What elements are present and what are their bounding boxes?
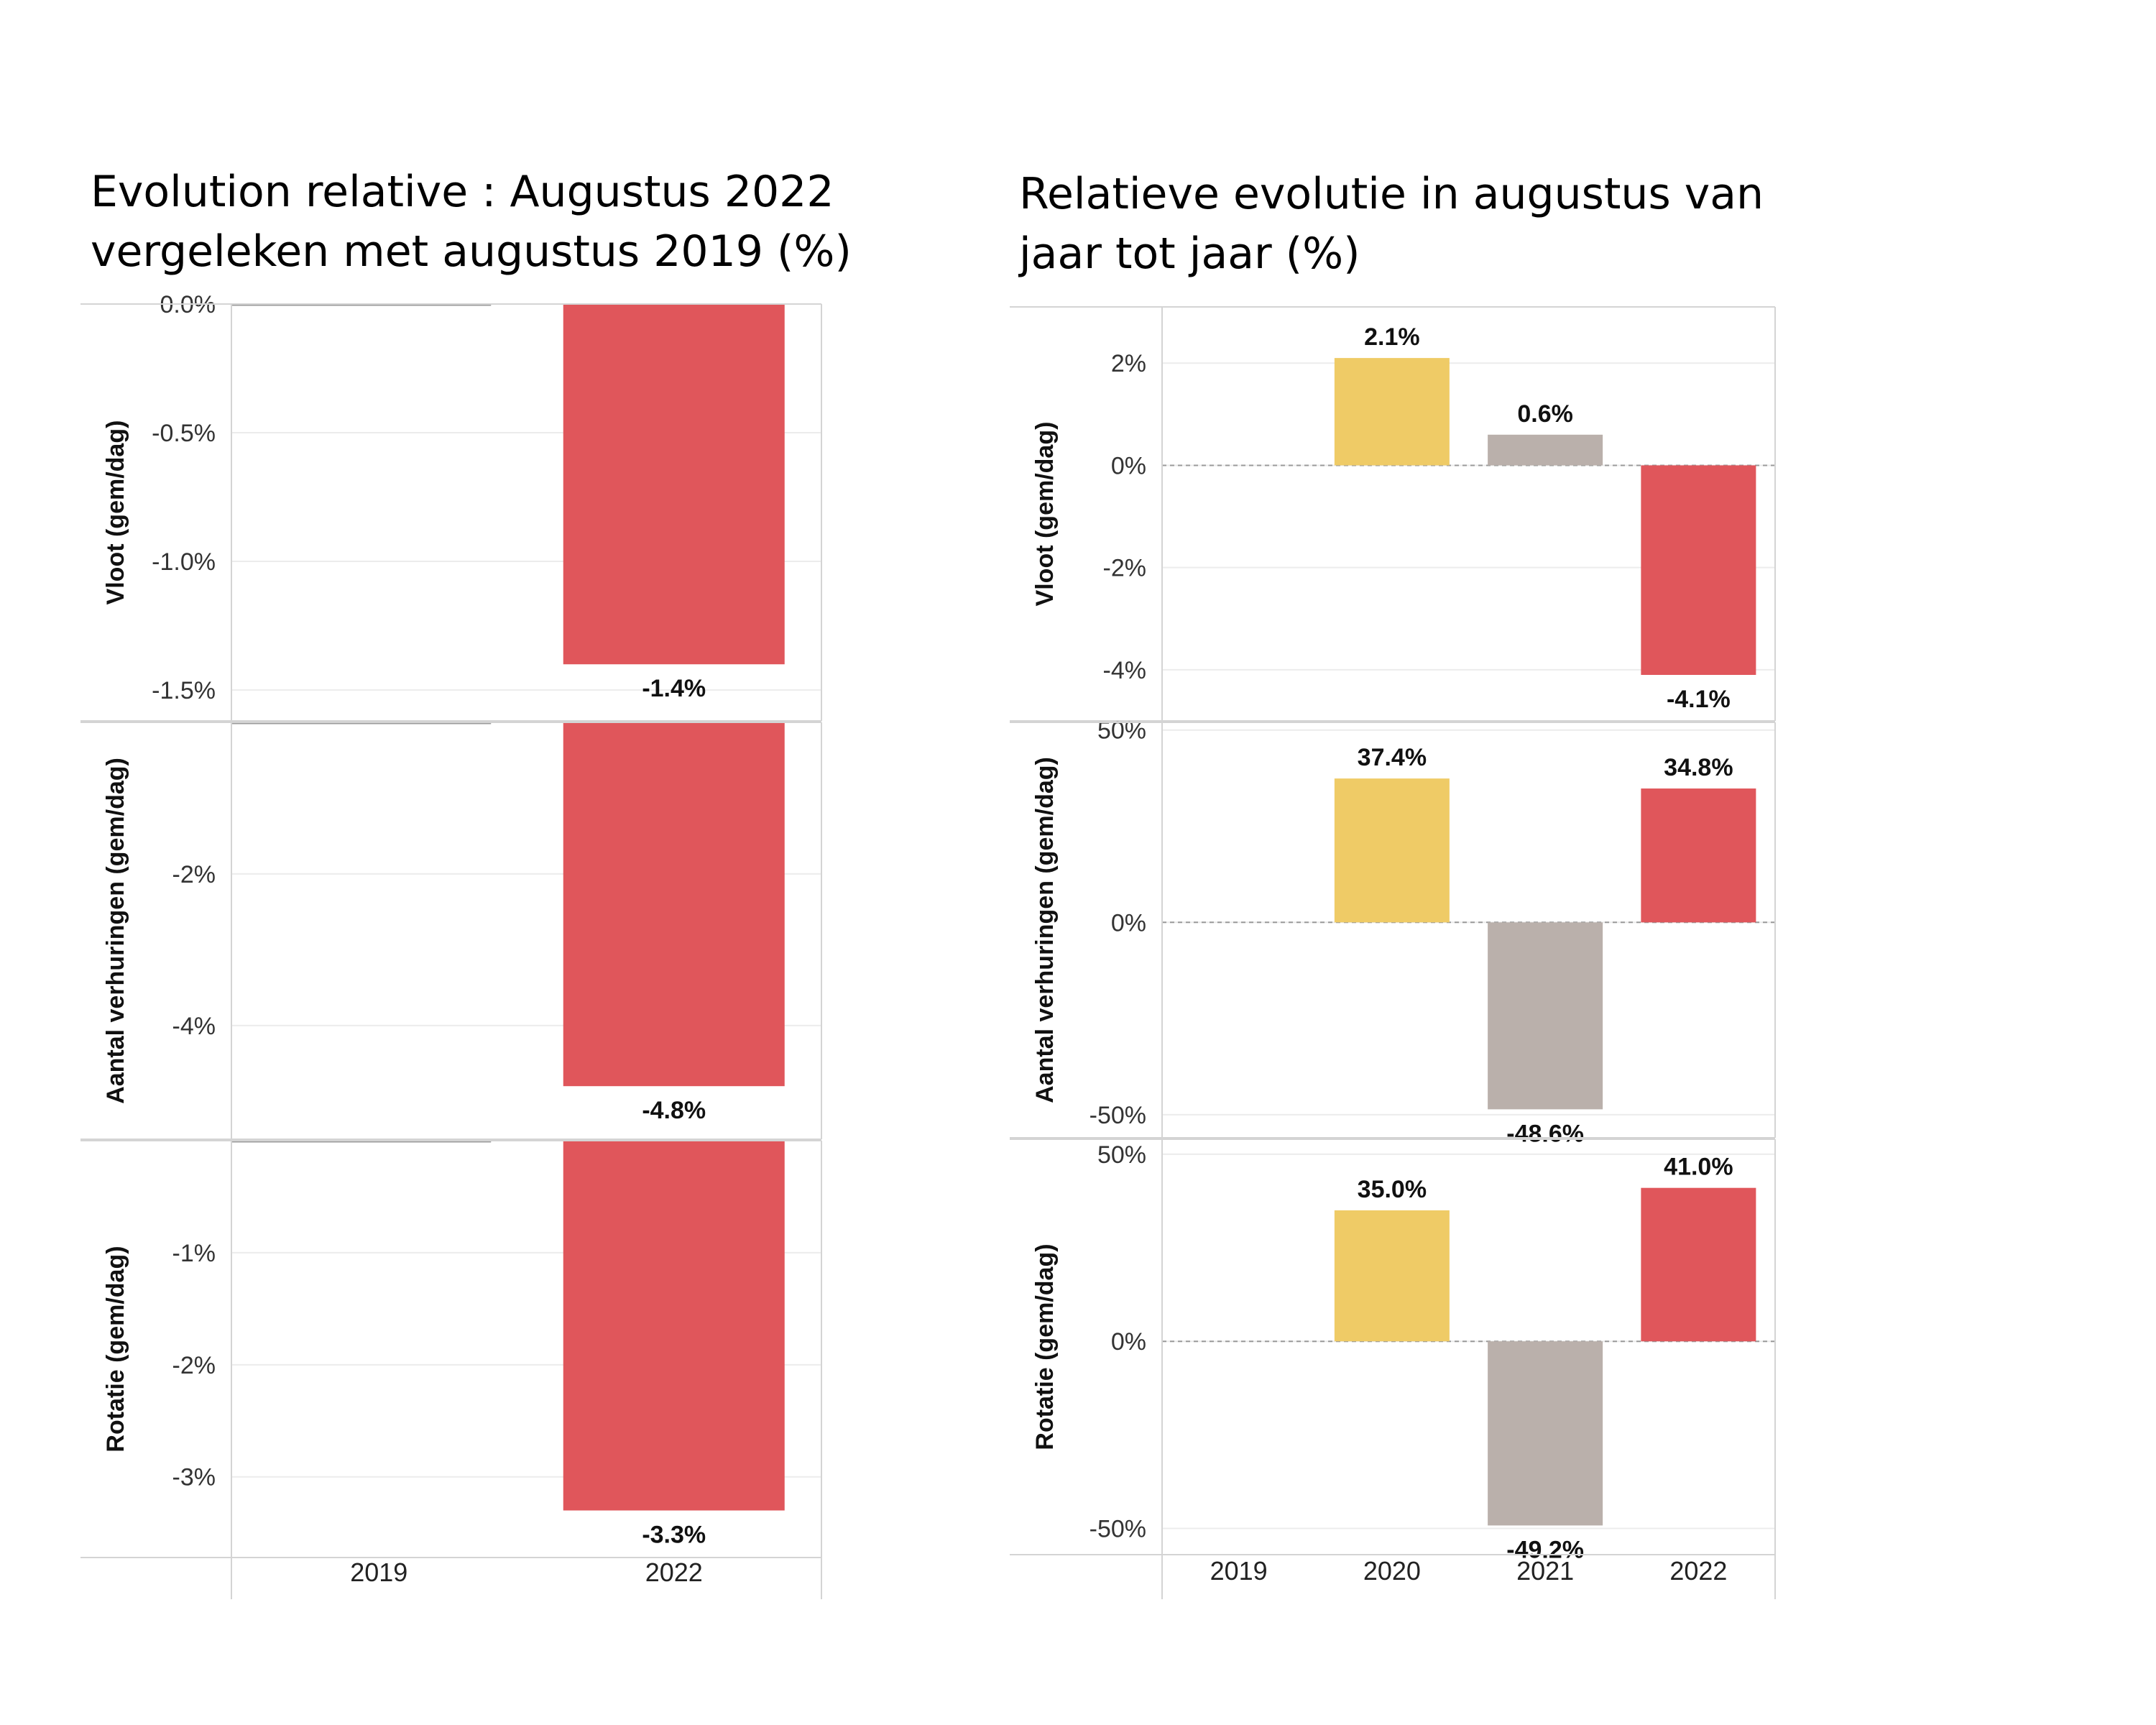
right-panel-3: 50% 0% -50% 35.0% -49.2% 41.0% Rotatie (gem/da… xyxy=(1010,1138,1776,1563)
left-panel-3: -1% -2% -3% -3.3% Rotatie (gem/dag) xyxy=(80,1140,822,1558)
right-panel-1-bar-2022 xyxy=(1641,465,1756,675)
right-panel-1-data-label-2022: -4.1% xyxy=(1667,686,1731,713)
right-panel-1-tick-label: 2% xyxy=(1111,350,1146,377)
left-panel-1-bar-2022 xyxy=(563,304,785,665)
left-bar-chart: 0.0%-0.5%-1.0%-1.5% -1.4%Vloot (gem/dag)-… xyxy=(80,291,822,1599)
right-panel-1-data-label-2021: 0.6% xyxy=(1517,400,1573,428)
left-panel-1-tick-label: -1.5% xyxy=(152,677,216,704)
right-panel-1-tick-label: -4% xyxy=(1103,657,1146,684)
left-panel-2-tick-label: -2% xyxy=(172,861,216,888)
right-category-label-2021: 2021 xyxy=(1516,1556,1574,1586)
right-panel-2-bar-2021 xyxy=(1488,922,1603,1110)
right-panel-2-tick-label: -50% xyxy=(1089,1102,1146,1129)
left-panel-3-ylabel: Rotatie (gem/dag) xyxy=(102,1246,129,1452)
left-chart-title-line-1: Evolution relative : Augustus 2022 xyxy=(91,167,834,217)
left-panel-1-data-label-2022: -1.4% xyxy=(642,675,706,702)
right-panel-3-ylabel: Rotatie (gem/dag) xyxy=(1031,1243,1059,1450)
right-panel-2-ylabel: Aantal verhuringen (gem/dag) xyxy=(1031,757,1059,1103)
right-panel-3-data-label-2021: -49.2% xyxy=(1506,1536,1584,1563)
left-panel-1-ylabel: Vloot (gem/dag) xyxy=(102,420,129,605)
right-panel-1-data-label-2020: 2.1% xyxy=(1364,323,1420,351)
right-panel-2-tick-label: 0% xyxy=(1111,909,1146,937)
right-panel-3-bar-2020 xyxy=(1334,1210,1450,1342)
right-bar-chart: 2% 0% -2% -4% 2.1% 0.6% -4.1% Vloot (gem/dag) 50… xyxy=(1010,306,1776,1599)
left-chart-title-line-2: vergeleken met augustus 2019 (%) xyxy=(91,226,852,277)
left-panel-2: -2% -4% -4.8% Aantal verhuringen (gem/dag) xyxy=(80,722,822,1140)
right-panel-2-data-label-2020: 37.4% xyxy=(1358,744,1427,771)
right-category-axis: 2019 2020 2021 2022 xyxy=(1161,1555,1776,1599)
right-panel-3-bar-2021 xyxy=(1488,1341,1603,1526)
left-panel-1: 0.0%-0.5%-1.0%-1.5% -1.4%Vloot (gem/dag) xyxy=(80,291,822,722)
left-panel-3-tick-label: -1% xyxy=(172,1240,216,1267)
right-panel-3-data-label-2022: 41.0% xyxy=(1664,1154,1733,1181)
left-category-label-2019: 2019 xyxy=(350,1558,407,1587)
left-panel-2-data-label-2022: -4.8% xyxy=(642,1097,706,1124)
right-chart-title-line-2: jaar tot jaar (%) xyxy=(1018,229,1360,279)
right-panel-1-ylabel: Vloot (gem/dag) xyxy=(1031,422,1059,607)
left-panel-2-ylabel: Aantal verhuringen (gem/dag) xyxy=(102,758,129,1104)
left-panel-1-tick-label: -0.5% xyxy=(152,420,216,447)
right-panel-1-bar-2020 xyxy=(1334,358,1450,466)
right-panel-3-tick-label: 0% xyxy=(1111,1328,1146,1356)
right-panel-2: 50% 0% -50% 37.4% -48.6% 34.8% Aantal verhurin… xyxy=(1010,717,1776,1147)
left-panel-2-bar-2022 xyxy=(563,722,785,1087)
right-panel-2-tick-label: 50% xyxy=(1097,717,1146,745)
right-panel-3-bar-2022 xyxy=(1641,1187,1756,1342)
right-panel-2-data-label-2022: 34.8% xyxy=(1664,754,1733,781)
right-chart-title-line-1: Relatieve evolutie in augustus van xyxy=(1019,169,1764,219)
right-panel-2-data-label-2021: -48.6% xyxy=(1506,1120,1584,1147)
right-category-label-2019: 2019 xyxy=(1210,1556,1268,1586)
right-panel-2-bar-2022 xyxy=(1641,788,1756,923)
left-panel-3-tick-label: -3% xyxy=(172,1464,216,1491)
left-panel-3-bar-2022 xyxy=(563,1141,785,1511)
left-category-label-2022: 2022 xyxy=(645,1558,703,1587)
right-category-label-2022: 2022 xyxy=(1669,1556,1727,1586)
right-panel-1-tick-label: 0% xyxy=(1111,452,1146,479)
right-panel-1: 2% 0% -2% -4% 2.1% 0.6% -4.1% Vloot (gem/dag) xyxy=(1010,306,1776,722)
left-panel-3-data-label-2022: -3.3% xyxy=(642,1522,706,1549)
left-panel-2-tick-label: -4% xyxy=(172,1013,216,1040)
right-panel-3-tick-label: 50% xyxy=(1097,1141,1146,1169)
left-panel-1-tick-label: -1.0% xyxy=(152,548,216,576)
right-category-label-2020: 2020 xyxy=(1363,1556,1421,1586)
right-panel-1-tick-label: -2% xyxy=(1103,555,1146,582)
right-panel-1-bar-2021 xyxy=(1488,434,1603,466)
right-panel-2-bar-2020 xyxy=(1334,778,1450,923)
left-panel-3-tick-label: -2% xyxy=(172,1352,216,1379)
right-panel-3-tick-label: -50% xyxy=(1089,1516,1146,1543)
left-category-axis: 2019 2022 xyxy=(231,1558,822,1599)
right-panel-3-data-label-2020: 35.0% xyxy=(1358,1176,1427,1203)
